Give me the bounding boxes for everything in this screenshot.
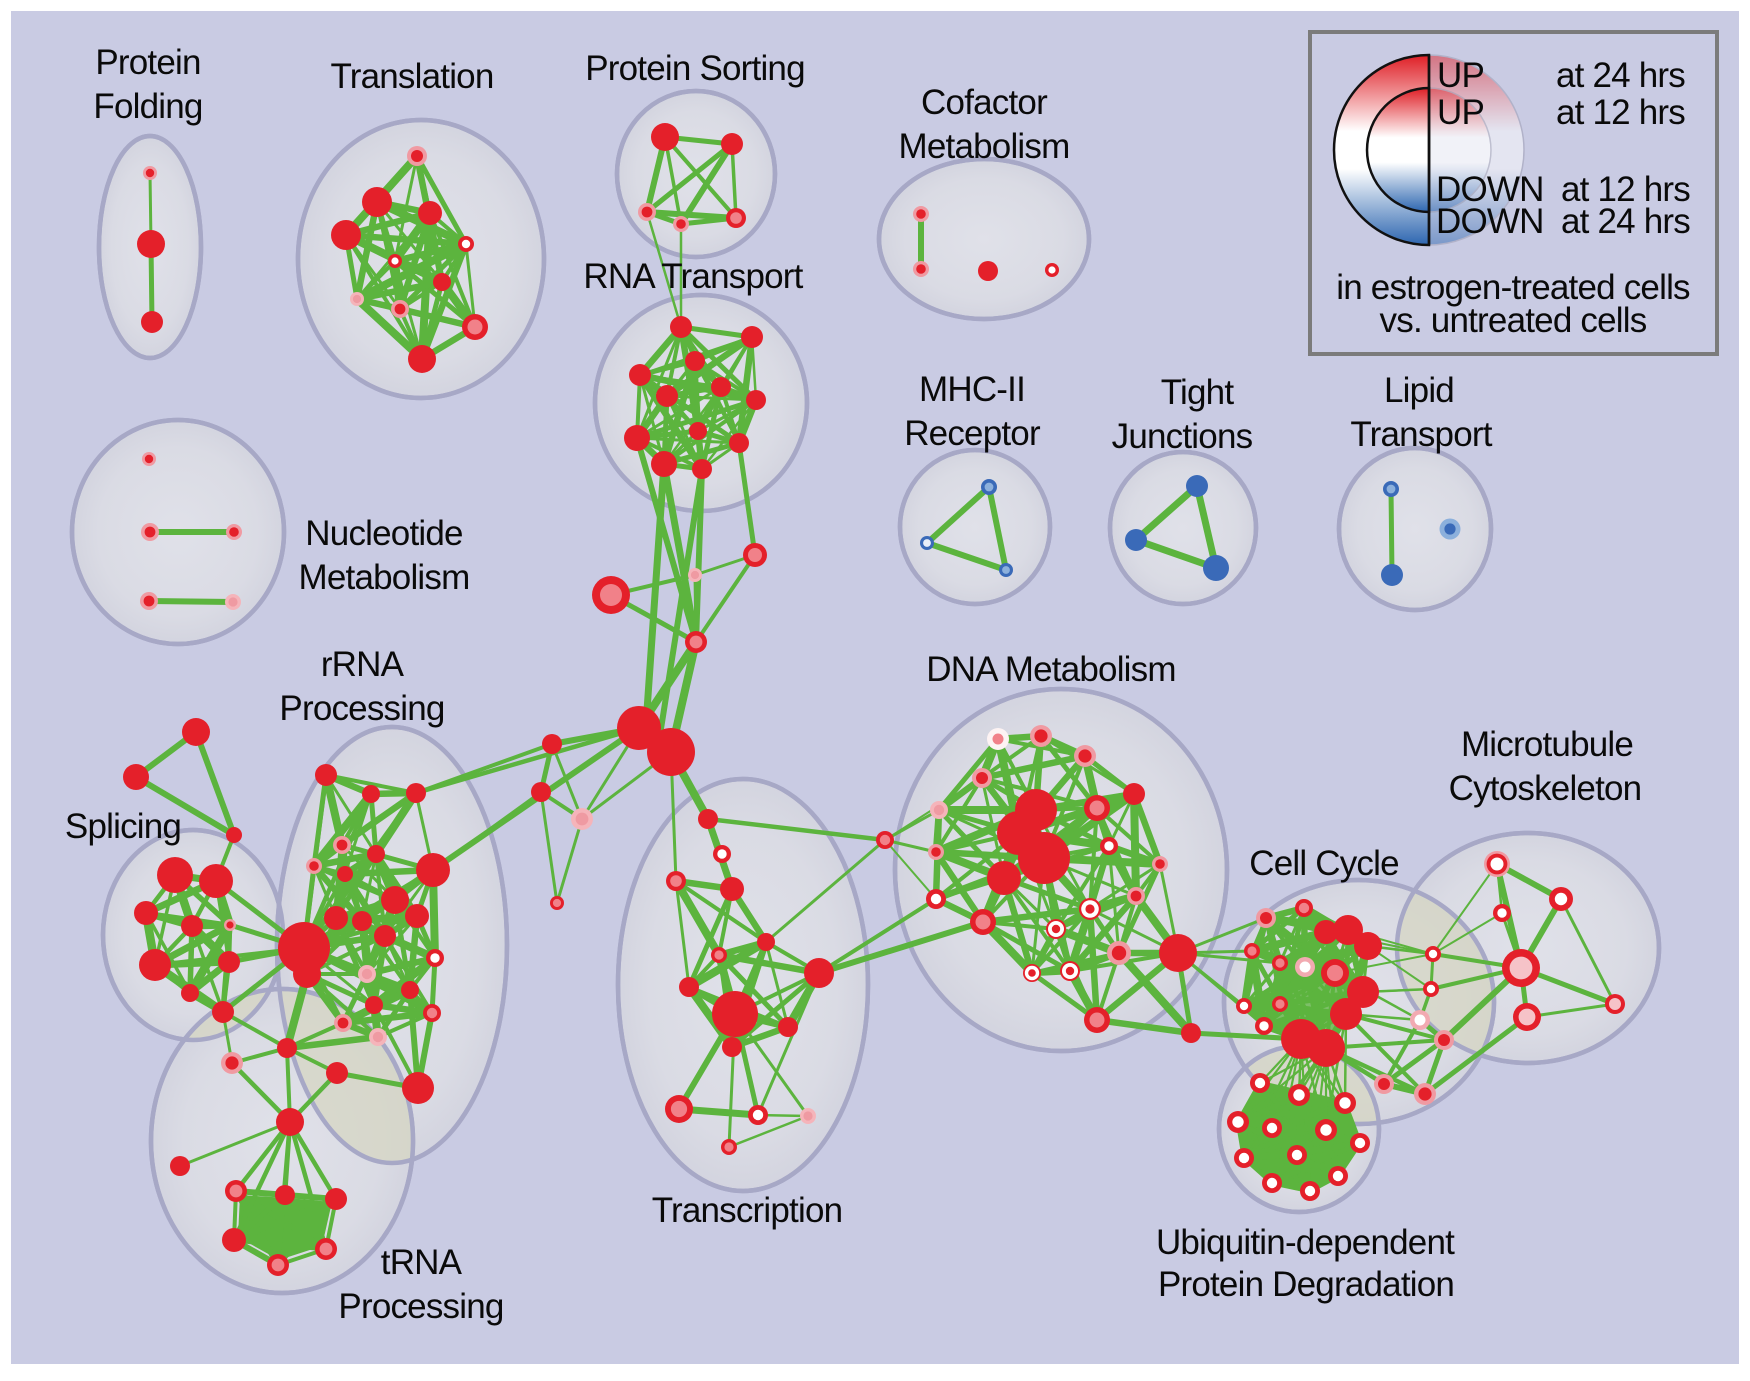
svg-text:DOWN: DOWN [1436,202,1544,241]
svg-text:Transport: Transport [1350,415,1492,454]
svg-text:Splicing: Splicing [65,807,181,846]
svg-text:Cytoskeleton: Cytoskeleton [1449,769,1642,808]
svg-text:UP: UP [1437,56,1484,95]
svg-text:Cofactor: Cofactor [921,83,1048,122]
svg-text:at 24 hrs: at 24 hrs [1556,56,1685,95]
svg-text:Microtubule: Microtubule [1461,725,1633,764]
svg-text:Processing: Processing [279,689,444,728]
svg-text:MHC-II: MHC-II [919,370,1025,409]
svg-text:Junctions: Junctions [1112,417,1253,456]
svg-text:Ubiquitin-dependent: Ubiquitin-dependent [1156,1223,1455,1262]
svg-text:DNA Metabolism: DNA Metabolism [926,650,1175,689]
svg-text:Nucleotide: Nucleotide [305,514,462,553]
svg-text:rRNA: rRNA [321,645,405,684]
svg-text:at 12 hrs: at 12 hrs [1561,170,1690,209]
svg-text:Protein Degradation: Protein Degradation [1158,1265,1454,1304]
svg-text:UP: UP [1437,93,1484,132]
svg-text:Cell Cycle: Cell Cycle [1249,844,1399,883]
svg-text:RNA Transport: RNA Transport [583,257,803,296]
svg-text:Tight: Tight [1161,373,1235,412]
svg-text:Translation: Translation [330,57,493,96]
svg-text:Metabolism: Metabolism [299,558,470,597]
svg-text:Protein Sorting: Protein Sorting [585,49,805,88]
svg-text:in estrogen-treated cells: in estrogen-treated cells [1336,268,1690,307]
svg-text:vs. untreated cells: vs. untreated cells [1380,301,1647,340]
svg-text:Folding: Folding [93,87,202,126]
svg-text:Lipid: Lipid [1384,371,1454,410]
svg-text:tRNA: tRNA [381,1243,463,1282]
svg-text:DOWN: DOWN [1436,170,1544,209]
svg-text:at 24 hrs: at 24 hrs [1561,202,1690,241]
svg-text:Transcription: Transcription [652,1191,843,1230]
svg-text:Receptor: Receptor [904,414,1041,453]
svg-text:Metabolism: Metabolism [899,127,1070,166]
svg-text:Processing: Processing [338,1287,503,1326]
svg-text:at 12 hrs: at 12 hrs [1556,93,1685,132]
svg-text:Protein: Protein [95,43,200,82]
